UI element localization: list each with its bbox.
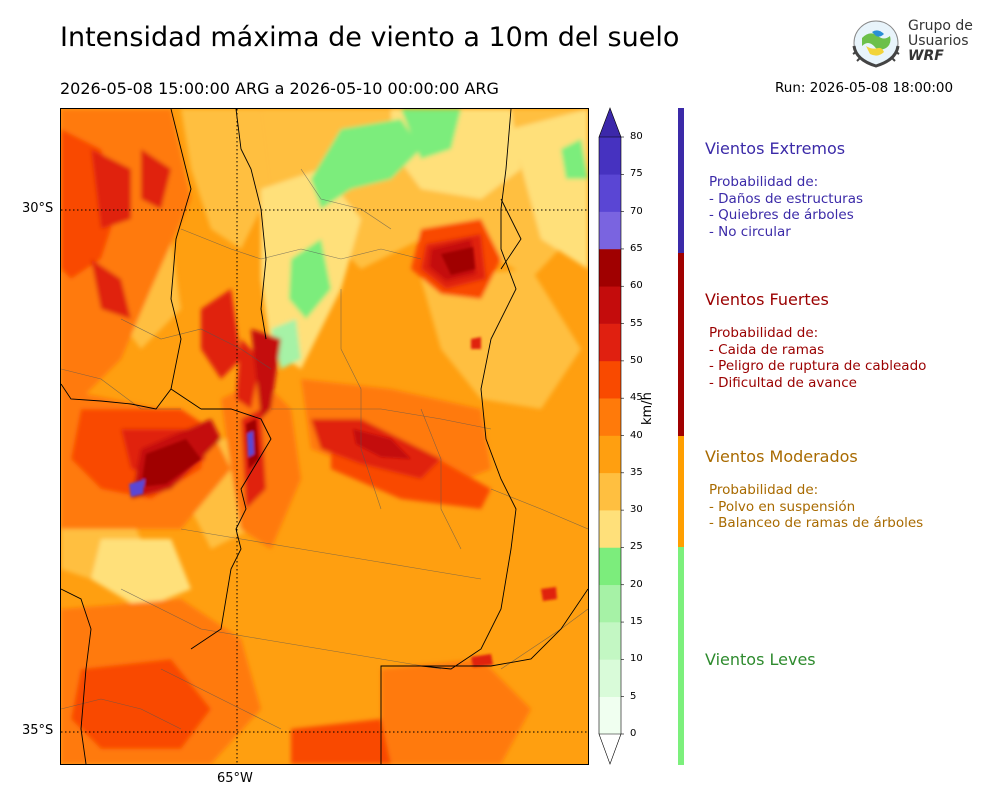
colorbar-level-60-65 [599, 248, 621, 287]
legend-bar-2 [678, 436, 684, 547]
run-timestamp: Run: 2026-05-08 18:00:00 [775, 80, 954, 96]
logo: Grupo de Usuarios WRF [848, 16, 978, 74]
colorbar-level-35-40 [599, 435, 621, 474]
colorbar-level-75-80 [599, 137, 621, 175]
lat-label-35s: 35°S [22, 723, 54, 738]
colorbar-level-15-20 [599, 584, 621, 623]
legend-category: Vientos Moderados Probabilidad de: - Polvo… [705, 447, 923, 532]
legend-category-description: Probabilidad de: - Daños de estructuras - … [705, 174, 863, 240]
colorbar-tick: 35 [630, 466, 643, 478]
colorbar-level-5-10 [599, 659, 621, 697]
date-range: 2026-05-08 15:00:00 ARG a 2026-05-10 00:… [60, 79, 499, 98]
legend-line: - Polvo en suspensión [709, 498, 856, 515]
graticule [61, 109, 588, 764]
legend-category-title: Vientos Moderados [705, 447, 858, 466]
legend-line: - Daños de estructuras [709, 190, 864, 207]
colorbar-level-0-5 [599, 696, 621, 735]
lon-label-65w: 65°W [217, 771, 253, 786]
legend-category-title: Vientos Fuertes [705, 290, 829, 309]
colorbar-tick: 10 [630, 653, 643, 665]
legend-category-title: Vientos Leves [705, 650, 816, 669]
legend-category-description: Probabilidad de: - Caida de ramas - Peligr… [705, 325, 926, 391]
legend-category: Vientos Extremos Probabilidad de: - Daños … [705, 139, 863, 240]
colorbar-tick: 65 [630, 242, 643, 254]
colorbar-tick: 30 [630, 504, 643, 516]
colorbar-tick: 80 [630, 131, 643, 142]
legend-bar-1 [678, 253, 684, 436]
colorbar-unit: km/h [640, 392, 655, 425]
colorbar-tick: 55 [630, 317, 643, 329]
colorbar-level-25-30 [599, 510, 621, 548]
legend-bar-0 [678, 108, 684, 253]
colorbar-level-65-70 [599, 211, 621, 250]
colorbar-level-70-75 [599, 174, 621, 212]
legend-line: - Balanceo de ramas de árboles [709, 515, 924, 531]
legend-line: - Quiebres de árboles [709, 207, 854, 223]
colorbar-tick: 5 [630, 690, 637, 702]
legend-line: Probabilidad de: [709, 174, 819, 190]
legend-line: - Peligro de ruptura de cableado [709, 358, 927, 374]
legend-line: - Caida de ramas [709, 341, 825, 358]
legend-category-description: Probabilidad de: - Polvo en suspensión - B… [705, 482, 923, 532]
legend-line: - No circular [709, 223, 791, 240]
colorbar-tick: 15 [630, 616, 643, 628]
legend-category-title: Vientos Extremos [705, 139, 846, 158]
colorbar-tick: 45 [630, 392, 643, 404]
colorbar-level-45-50 [599, 360, 621, 399]
colorbar-tick: 60 [630, 280, 643, 292]
legend-bar-3 [678, 547, 684, 765]
colorbar-tick: 0 [630, 728, 637, 739]
legend-line: Probabilidad de: [709, 325, 819, 341]
colorbar-tick: 50 [630, 354, 643, 366]
colorbar-level-20-25 [599, 547, 621, 586]
colorbar-tick: 25 [630, 541, 643, 553]
legend-category: Vientos Fuertes Probabilidad de: - Caida d… [705, 290, 926, 391]
colorbar [598, 107, 624, 765]
globe-logo-icon [852, 20, 900, 68]
legend-line: Probabilidad de: [709, 482, 819, 498]
colorbar-tick: 40 [630, 429, 643, 441]
legend-line: - Dificultad de avance [709, 374, 857, 391]
lat-label-30s: 30°S [22, 201, 54, 216]
colorbar-tick: 75 [630, 168, 643, 180]
legend-category: Vientos Leves [705, 650, 816, 669]
colorbar-tick: 70 [630, 205, 643, 217]
colorbar-level-10-15 [599, 622, 621, 660]
colorbar-tick: 20 [630, 578, 643, 590]
colorbar-level-50-55 [599, 323, 621, 362]
colorbar-level-30-35 [599, 472, 621, 511]
colorbar-extend-max [598, 107, 622, 138]
colorbar-extend-min [598, 733, 622, 765]
logo-text: Grupo de Usuarios WRF [908, 18, 973, 64]
wind-map [60, 108, 589, 765]
wind-field [61, 109, 588, 764]
map-title: Intensidad máxima de viento a 10m del su… [60, 22, 680, 53]
colorbar-level-40-45 [599, 398, 621, 436]
colorbar-level-55-60 [599, 286, 621, 324]
